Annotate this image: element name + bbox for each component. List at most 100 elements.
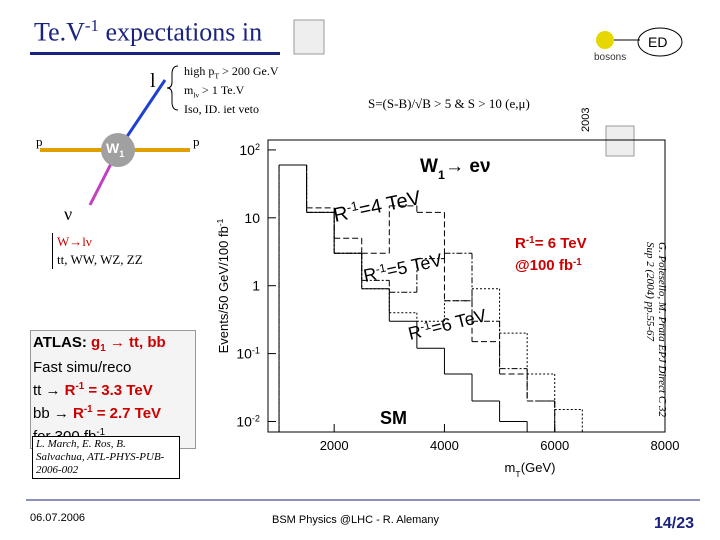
cut: high pT > 200 Ge.V	[184, 64, 279, 80]
slide-title: Te.V-1 expectations in	[34, 16, 262, 48]
text: =5 TeV	[385, 250, 444, 281]
text: 2	[255, 142, 260, 152]
text: -1	[215, 218, 225, 226]
annotation: SM	[380, 408, 407, 428]
label: bosons	[594, 52, 627, 63]
text: > 1 Te.V	[199, 83, 245, 97]
text: -2	[252, 413, 260, 423]
text: -1	[374, 261, 387, 276]
text: @100 fb	[515, 257, 573, 274]
lepton: l	[150, 70, 156, 92]
y-tick-label: 1	[252, 278, 260, 294]
atlas-line: ATLAS: g1 → tt, bb	[33, 333, 193, 358]
bg-line: W→lν	[57, 234, 92, 249]
text: 10	[236, 413, 252, 429]
text: R	[406, 321, 423, 344]
text: tt →	[33, 382, 65, 399]
chart-title: W1 → eν	[420, 156, 491, 182]
y-axis-label: Events/50 GeV/100 fb-1	[215, 218, 231, 353]
text: = 3.3 TeV	[84, 382, 153, 399]
text: expectations in	[98, 17, 263, 47]
neutrino: ν	[64, 204, 73, 224]
text: > 200 Ge.V	[219, 64, 279, 78]
y-tick-label: 10-2	[236, 413, 260, 429]
text: R	[64, 382, 76, 399]
text: -1	[573, 257, 582, 268]
text: bb →	[33, 405, 74, 422]
text: R	[73, 405, 84, 422]
atlas-line: bb → R-1 = 2.7 TeV	[33, 400, 193, 423]
proton: p	[36, 134, 43, 149]
text: -1	[419, 318, 432, 333]
text: lν	[193, 90, 200, 100]
text: =6 TeV	[429, 305, 488, 338]
title-bar	[30, 52, 280, 55]
text: 1	[100, 343, 106, 354]
footer: BSM Physics @LHC - R. Alemany	[272, 514, 440, 526]
text: R	[331, 202, 350, 227]
text: -1	[96, 427, 106, 438]
text: Iso, ID. iet veto	[184, 102, 259, 116]
proton: p	[193, 134, 200, 149]
plot-frame	[267, 139, 666, 433]
bg-line: tt, WW, WZ, ZZ	[57, 252, 143, 267]
text: -1	[345, 198, 359, 215]
text: -1	[526, 235, 535, 246]
text: (GeV)	[521, 460, 556, 475]
text: R	[515, 235, 526, 252]
text: 10	[239, 142, 255, 158]
text: g	[91, 334, 101, 351]
text: = 2.7 TeV	[92, 405, 162, 422]
text: = 6 TeV	[535, 235, 587, 252]
text: T	[515, 469, 520, 479]
annotation: R-1 =6 TeV	[406, 305, 488, 344]
x-tick-label: 4000	[430, 438, 459, 453]
x-tick-label: 6000	[540, 438, 569, 453]
text: ATLAS:	[33, 334, 92, 351]
text: R	[362, 264, 379, 286]
reference: L. March, E. Ros, B. Salvachua, ATL-PHYS…	[32, 436, 180, 479]
annotation: R-1 =4 TeV	[331, 184, 424, 227]
text: T	[214, 71, 220, 81]
x-axis-label: mT (GeV)	[505, 460, 556, 479]
atlas-line: Fast simu/reco	[33, 358, 193, 377]
icons	[26, 19, 700, 501]
text: Te.V	[34, 17, 85, 47]
text: -1	[83, 404, 93, 415]
label: ED	[648, 34, 668, 50]
w-boson: W1	[106, 140, 124, 159]
citation: G. Polesello, M. Prata EPJ Direct C 32 S…	[644, 242, 668, 417]
text: 1	[438, 168, 445, 182]
text: -1	[252, 346, 260, 356]
text: Fast simu/reco	[33, 359, 132, 376]
text: high p	[184, 64, 215, 78]
text: -1	[75, 381, 85, 392]
series	[278, 164, 583, 432]
text: m	[505, 460, 516, 475]
date: 06.07.2006	[30, 512, 86, 524]
text: 1	[119, 148, 125, 159]
atlas-box: ATLAS: g1 → tt, bb Fast simu/reco tt → R-1…	[30, 330, 196, 449]
backgrounds: W→lν tt, WW, WZ, ZZ	[52, 233, 143, 269]
text: -1	[84, 16, 99, 35]
text: =4 TeV	[357, 187, 423, 222]
text: W	[420, 156, 438, 177]
x-tick-label: 2000	[320, 438, 349, 453]
text: → tt, bb	[105, 334, 166, 351]
text: → eν	[445, 156, 490, 177]
cut: mlν > 1 Te.V	[184, 83, 244, 99]
text: m	[184, 83, 194, 97]
y-tick-label: 102	[239, 142, 260, 158]
annotation: R-1 = 6 TeV	[515, 235, 587, 253]
significance: S=(S-B)/√B > 5 & S > 10 (e,μ)	[368, 96, 530, 111]
feynman-diagram	[40, 65, 190, 206]
cut: Iso, ID. iet veto	[184, 102, 259, 117]
text: Events/50 GeV/100 fb	[216, 226, 231, 353]
y-tick-label: 10-1	[236, 346, 260, 362]
annotation: @100 fb-1	[515, 257, 582, 275]
year: 2003	[580, 107, 592, 132]
atlas-line: tt → R-1 = 3.3 TeV	[33, 377, 193, 400]
page-number: 14/23	[654, 515, 695, 532]
y-tick-label: 10	[244, 210, 260, 226]
